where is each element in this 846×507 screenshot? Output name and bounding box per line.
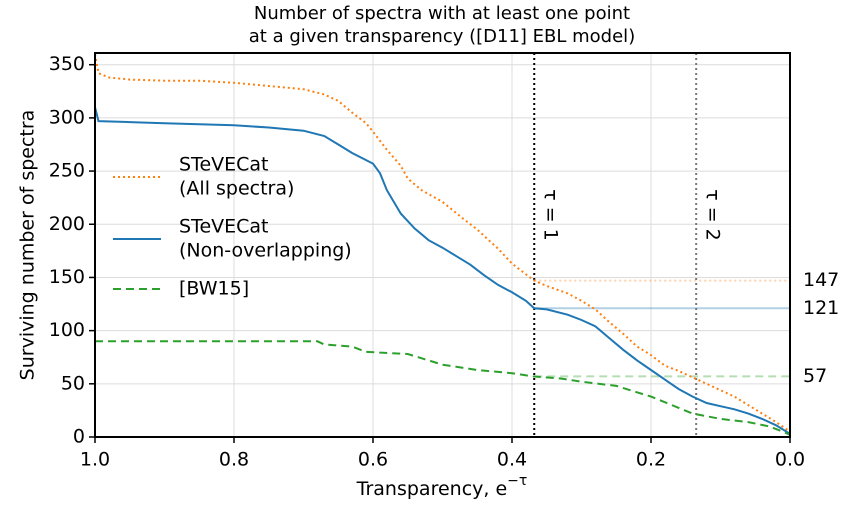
chart-title: Number of spectra with at least one poin… xyxy=(254,3,630,24)
x-tick-label: 0.4 xyxy=(497,449,527,471)
y-tick-label: 100 xyxy=(49,319,85,341)
x-tick-label: 0.6 xyxy=(358,449,388,471)
series-line xyxy=(95,340,791,436)
x-axis-label-sup: −τ xyxy=(507,473,527,489)
reference-label: 57 xyxy=(803,365,827,387)
y-tick-label: 0 xyxy=(73,426,85,448)
vertical-line-label: τ = 2 xyxy=(702,189,724,241)
chart-title: at a given transparency ([D11] EBL model… xyxy=(249,26,635,47)
legend-label: (All spectra) xyxy=(179,178,294,200)
series-line xyxy=(94,53,791,433)
series-line xyxy=(94,106,791,435)
y-axis-label: Surviving number of spectra xyxy=(17,110,39,381)
y-tick-label: 200 xyxy=(49,213,85,235)
y-tick-label: 300 xyxy=(49,106,85,128)
x-axis-label-base: Transparency, e xyxy=(356,478,508,500)
legend-label: STeVECat xyxy=(179,216,269,238)
y-tick-label: 150 xyxy=(49,266,85,288)
x-tick-label: 1.0 xyxy=(80,449,110,471)
x-axis-label: Transparency, e−τ xyxy=(356,473,528,500)
x-tick-label: 0.2 xyxy=(636,449,666,471)
x-tick-label: 0.8 xyxy=(219,449,249,471)
reference-label: 121 xyxy=(803,297,839,319)
y-tick-label: 350 xyxy=(49,53,85,75)
vertical-line-label: τ = 1 xyxy=(540,189,562,241)
reference-label: 147 xyxy=(803,269,839,291)
y-tick-label: 50 xyxy=(61,372,85,394)
x-tick-label: 0.0 xyxy=(775,449,805,471)
legend-label: (Non-overlapping) xyxy=(179,240,352,262)
plot-frame xyxy=(94,52,791,438)
legend-label: [BW15] xyxy=(179,278,249,300)
y-tick-label: 250 xyxy=(49,160,85,182)
legend-label: STeVECat xyxy=(179,154,269,176)
